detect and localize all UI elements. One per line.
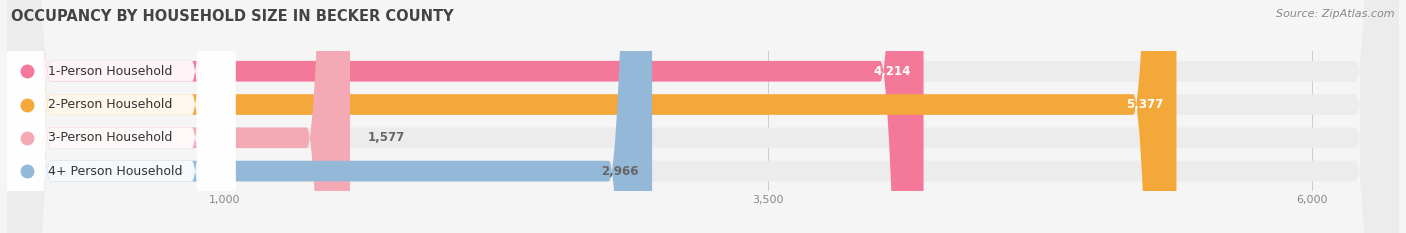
- Text: 1,577: 1,577: [367, 131, 405, 144]
- Text: 4,214: 4,214: [873, 65, 911, 78]
- FancyBboxPatch shape: [7, 0, 235, 233]
- Text: 5,377: 5,377: [1126, 98, 1163, 111]
- FancyBboxPatch shape: [7, 0, 1399, 233]
- Text: Source: ZipAtlas.com: Source: ZipAtlas.com: [1277, 9, 1395, 19]
- FancyBboxPatch shape: [7, 0, 235, 233]
- FancyBboxPatch shape: [7, 0, 1399, 233]
- FancyBboxPatch shape: [7, 0, 350, 233]
- FancyBboxPatch shape: [7, 0, 235, 233]
- FancyBboxPatch shape: [7, 0, 1177, 233]
- Text: 4+ Person Household: 4+ Person Household: [48, 164, 183, 178]
- Text: OCCUPANCY BY HOUSEHOLD SIZE IN BECKER COUNTY: OCCUPANCY BY HOUSEHOLD SIZE IN BECKER CO…: [11, 9, 454, 24]
- Text: 2,966: 2,966: [602, 164, 640, 178]
- FancyBboxPatch shape: [7, 0, 1399, 233]
- Text: 3-Person Household: 3-Person Household: [48, 131, 173, 144]
- Text: 2-Person Household: 2-Person Household: [48, 98, 173, 111]
- FancyBboxPatch shape: [7, 0, 924, 233]
- FancyBboxPatch shape: [7, 0, 652, 233]
- FancyBboxPatch shape: [7, 0, 1399, 233]
- Text: 1-Person Household: 1-Person Household: [48, 65, 173, 78]
- FancyBboxPatch shape: [7, 0, 235, 233]
